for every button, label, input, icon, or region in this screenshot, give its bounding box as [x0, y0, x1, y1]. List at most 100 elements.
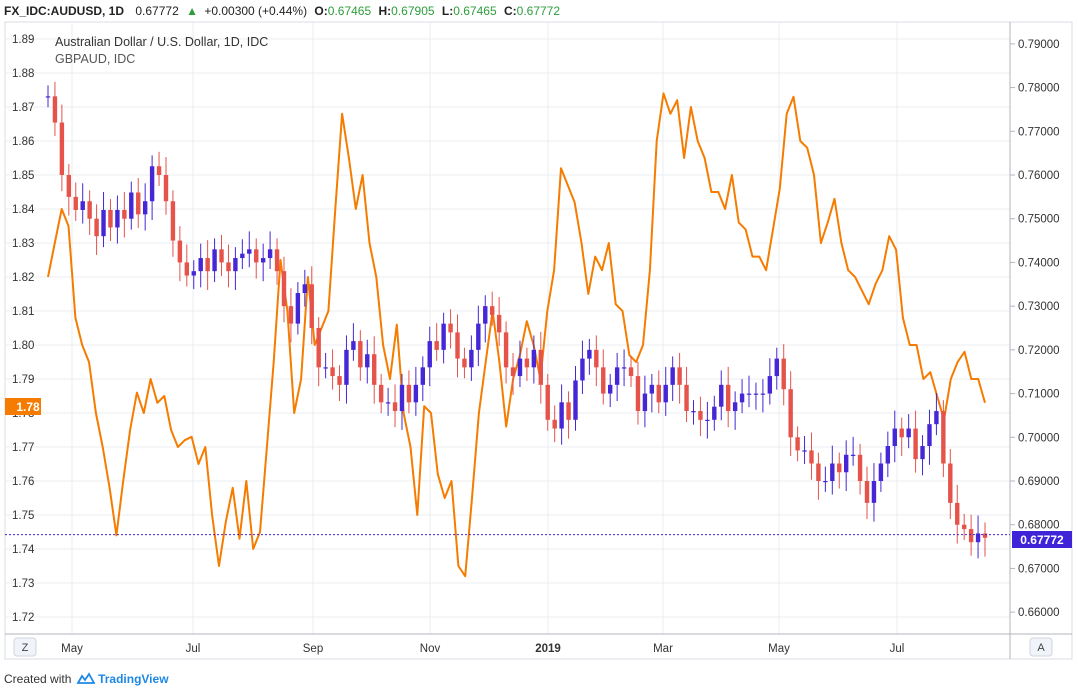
- candle-body: [795, 437, 800, 451]
- auto-scale-button[interactable]: A: [1029, 637, 1053, 657]
- candle-body: [816, 463, 821, 481]
- right-tick-label: 0.74000: [1018, 257, 1060, 269]
- candle-body: [635, 376, 641, 412]
- candle-body: [767, 376, 773, 394]
- right-tick-label: 0.78000: [1018, 83, 1060, 95]
- candle-body: [274, 249, 280, 272]
- candle-body: [434, 341, 439, 350]
- left-tick-label: 1.74: [12, 544, 35, 556]
- candle-body: [337, 376, 342, 385]
- time-tick-label: May: [61, 643, 83, 655]
- created-with-label: Created with: [4, 672, 72, 686]
- candle-body: [142, 201, 148, 215]
- right-tick-label: 0.76000: [1018, 170, 1060, 182]
- candle-body: [788, 389, 793, 438]
- legend-compare[interactable]: GBPAUD, IDC: [55, 52, 135, 66]
- candle-body: [330, 367, 335, 377]
- candle-body: [136, 192, 141, 215]
- candle-body: [802, 450, 807, 452]
- candle-body: [934, 411, 939, 425]
- high-value: 0.67905: [391, 4, 435, 18]
- candle-body: [746, 393, 752, 395]
- left-tick-label: 1.73: [12, 578, 34, 590]
- candle-body: [260, 258, 266, 263]
- candle-body: [594, 349, 599, 368]
- candle-body: [73, 196, 78, 210]
- low-label: L:: [441, 4, 454, 18]
- candle-body: [906, 428, 911, 438]
- candle-body: [59, 122, 65, 175]
- left-tick-label: 1.72: [12, 612, 34, 624]
- price-chart[interactable]: 1.89 1.88 1.87 1.86 1.85 1.84 1.83 1.82 1.81 1.80…: [0, 0, 1078, 670]
- candle-body: [712, 406, 717, 420]
- candle-body: [580, 358, 585, 381]
- candle-body: [920, 446, 925, 460]
- candle-body: [129, 192, 134, 219]
- candle-body: [684, 384, 689, 412]
- candle-body: [739, 393, 745, 403]
- candle-body: [524, 358, 530, 368]
- candle-body: [948, 463, 953, 503]
- left-tick-label: 1.87: [12, 102, 34, 114]
- left-tick-label: 1.82: [12, 272, 34, 284]
- candle-body: [122, 209, 127, 219]
- time-tick-label: Nov: [420, 643, 441, 655]
- candle-body: [878, 463, 884, 481]
- candle-body: [510, 367, 516, 377]
- time-tick-label: Mar: [653, 643, 673, 655]
- candle-body: [87, 201, 92, 219]
- candle-body: [191, 271, 196, 276]
- candle-body: [913, 428, 918, 460]
- candle-body: [108, 209, 113, 228]
- candle-body: [219, 249, 224, 263]
- candle-body: [302, 284, 308, 294]
- candle-body: [455, 332, 460, 359]
- candle-body: [205, 258, 210, 272]
- candle-body: [254, 249, 259, 263]
- low-value: 0.67465: [453, 4, 497, 18]
- candle-body: [247, 249, 252, 254]
- candle-body: [399, 384, 405, 412]
- symbol-label[interactable]: FX_IDC:AUDUSD, 1D: [4, 4, 125, 18]
- close-label: C:: [503, 4, 517, 18]
- tradingview-brand[interactable]: TradingView: [98, 672, 169, 686]
- candle-body: [212, 249, 217, 272]
- last-price: 0.67772: [135, 4, 179, 18]
- gbpaud-line: [47, 92, 986, 578]
- time-tick-label: Jul: [890, 643, 905, 655]
- candle-body: [288, 306, 294, 324]
- right-tick-label: 0.70000: [1018, 432, 1060, 444]
- time-tick-label: May: [768, 643, 790, 655]
- candle-body: [177, 240, 183, 263]
- right-axis-marker: 0.67772: [1012, 531, 1072, 548]
- candle-body: [892, 428, 897, 447]
- candle-body: [163, 175, 169, 202]
- candle-body: [677, 367, 682, 385]
- candle-body: [830, 463, 835, 481]
- time-axis[interactable]: May Jul Sep Nov 2019 Mar May Jul: [61, 643, 904, 655]
- candle-body: [101, 209, 106, 237]
- candle-body: [156, 166, 162, 175]
- candle-body: [587, 349, 592, 359]
- right-tick-label: 0.66000: [1018, 607, 1060, 619]
- candle-body: [517, 358, 523, 377]
- left-tick-label: 1.85: [12, 170, 34, 182]
- candle-body: [490, 306, 495, 315]
- auto-scale-button-label: A: [1037, 642, 1045, 654]
- legend-main[interactable]: Australian Dollar / U.S. Dollar, 1D, IDC: [55, 35, 268, 49]
- footer: Created with TradingView: [4, 672, 169, 686]
- left-tick-label: 1.83: [12, 238, 34, 250]
- open-value: 0.67465: [327, 4, 372, 18]
- left-tick-label: 1.80: [12, 340, 34, 352]
- left-tick-label: 1.75: [12, 510, 34, 522]
- candle-body: [184, 262, 190, 276]
- left-price-axis[interactable]: 1.89 1.88 1.87 1.86 1.85 1.84 1.83 1.82 1.81 1.80…: [12, 34, 35, 624]
- right-tick-label: 0.68000: [1018, 520, 1060, 532]
- right-price-axis[interactable]: 0.79000 0.78000 0.77000 0.76000 0.75000 0.740…: [1010, 39, 1060, 619]
- candle-body: [670, 367, 675, 385]
- candle-body: [45, 96, 51, 98]
- candle-body: [496, 314, 502, 333]
- candle-body: [94, 218, 99, 237]
- candle-body: [385, 402, 391, 404]
- zoom-button[interactable]: Z: [13, 637, 37, 657]
